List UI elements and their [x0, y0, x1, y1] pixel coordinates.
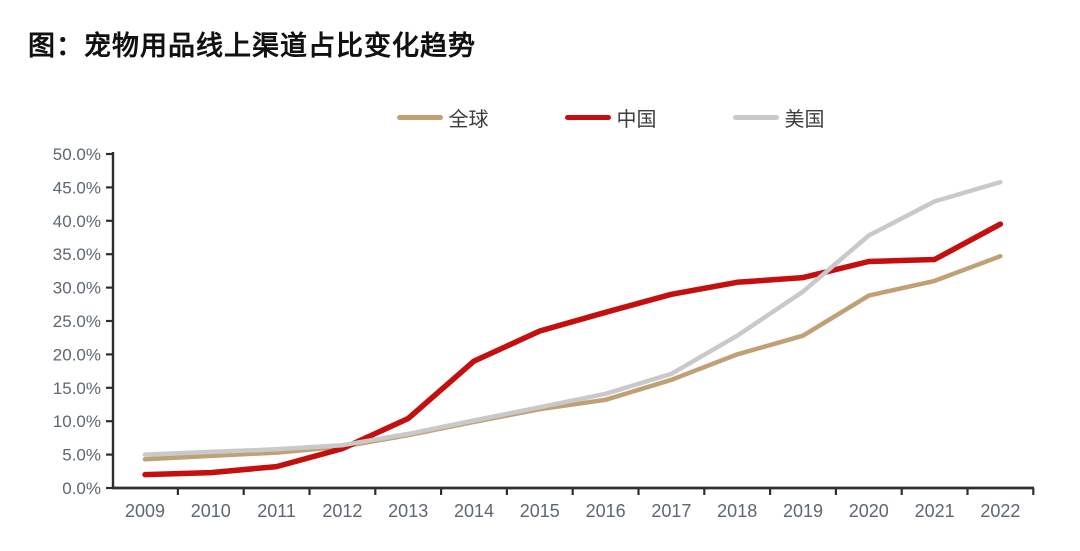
chart-title: 图：宠物用品线上渠道占比变化趋势	[28, 31, 476, 61]
x-tick-label: 2018	[717, 501, 757, 521]
y-tick-label: 40.0%	[53, 212, 101, 231]
legend-swatch-global	[396, 114, 443, 120]
legend-label-china: 中国	[616, 108, 657, 131]
y-tick-label: 45.0%	[53, 178, 101, 197]
x-tick-label: 2020	[849, 501, 889, 521]
x-tick-label: 2016	[586, 501, 626, 521]
x-tick-label: 2010	[191, 501, 231, 521]
x-tick-label: 2014	[454, 501, 494, 521]
y-tick-label: 50.0%	[53, 145, 101, 164]
x-tick-label: 2017	[651, 501, 691, 521]
x-tick-label: 2022	[980, 501, 1020, 521]
x-tick-label: 2012	[322, 501, 362, 521]
x-tick-label: 2011	[257, 501, 296, 521]
legend-item-global: 全球	[396, 103, 489, 132]
series-line-china	[142, 221, 1004, 478]
y-tick-label: 20.0%	[53, 345, 101, 364]
y-tick-label: 15.0%	[53, 379, 101, 398]
x-tick-label: 2009	[125, 501, 165, 521]
y-tick-label: 25.0%	[53, 312, 101, 331]
x-tick-label: 2021	[915, 501, 955, 521]
series-line-global	[142, 253, 1003, 462]
chart-legend: 全球 中国 美国	[150, 100, 1071, 134]
y-tick-label: 5.0%	[62, 446, 101, 465]
y-tick-label: 0.0%	[62, 479, 101, 498]
y-tick-label: 30.0%	[53, 279, 101, 298]
legend-swatch-usa	[732, 114, 779, 120]
x-tick-label: 2013	[388, 501, 428, 521]
legend-item-china: 中国	[564, 103, 657, 132]
y-tick-label: 35.0%	[53, 245, 101, 264]
legend-item-usa: 美国	[732, 103, 825, 132]
x-tick-label: 2015	[520, 501, 560, 521]
y-tick-label: 10.0%	[53, 412, 101, 431]
legend-label-usa: 美国	[784, 108, 825, 131]
legend-swatch-china	[564, 114, 611, 120]
series-line-usa	[142, 179, 1003, 457]
legend-label-global: 全球	[448, 108, 489, 131]
x-tick-label: 2019	[783, 501, 823, 521]
